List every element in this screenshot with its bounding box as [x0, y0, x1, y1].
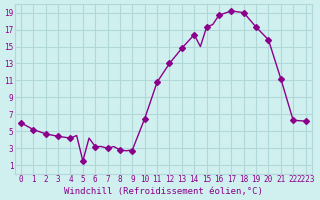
X-axis label: Windchill (Refroidissement éolien,°C): Windchill (Refroidissement éolien,°C) — [64, 187, 263, 196]
